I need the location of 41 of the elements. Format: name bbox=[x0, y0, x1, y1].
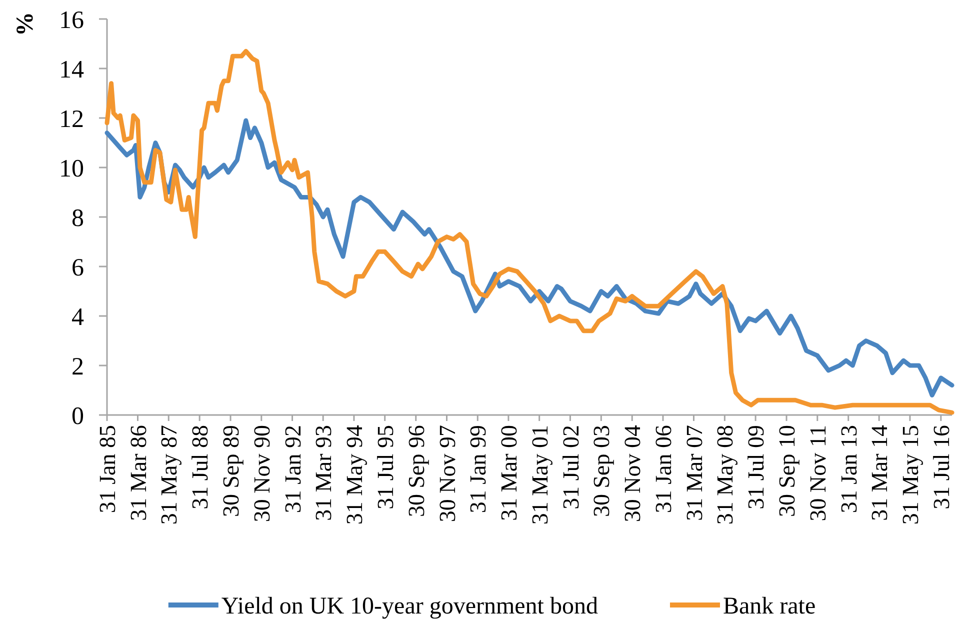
x-tick-label: 31 May 15 bbox=[898, 425, 924, 525]
y-tick-label: 16 bbox=[59, 6, 84, 34]
y-tick-label: 10 bbox=[59, 155, 84, 182]
x-tick-label: 31 Jul 88 bbox=[188, 425, 213, 510]
x-tick-label: 31 May 08 bbox=[712, 425, 738, 525]
legend-label: Bank rate bbox=[722, 593, 816, 620]
x-tick-label: 31 May 87 bbox=[156, 425, 182, 525]
x-tick-label: 30 Sep 10 bbox=[774, 425, 800, 517]
x-tick-label: 30 Nov 04 bbox=[620, 424, 646, 522]
y-axis-title: % bbox=[12, 12, 38, 36]
x-tick-label: 31 Mar 00 bbox=[496, 425, 522, 521]
y-tick-label: 8 bbox=[72, 204, 84, 232]
x-tick-label: 31 Mar 14 bbox=[867, 424, 892, 521]
y-tick-label: 6 bbox=[72, 254, 84, 282]
x-tick-label: 31 Jul 16 bbox=[928, 425, 954, 510]
x-tick-label: 30 Sep 96 bbox=[404, 425, 429, 517]
x-tick-label: 31 Jan 92 bbox=[280, 425, 306, 514]
y-tick-label: 4 bbox=[72, 304, 84, 331]
x-tick-label: 30 Nov 11 bbox=[805, 425, 830, 522]
x-tick-label: 31 Mar 93 bbox=[311, 425, 336, 521]
x-tick-label: 31 Jan 13 bbox=[836, 425, 862, 514]
x-tick-label: 31 Jul 09 bbox=[744, 425, 769, 510]
x-tick-label: 31 Jul 02 bbox=[558, 425, 584, 510]
y-tick-label: 2 bbox=[72, 353, 84, 380]
x-tick-label: 30 Sep 89 bbox=[218, 425, 244, 517]
x-tick-label: 31 May 94 bbox=[342, 424, 368, 525]
x-tick-label: 30 Nov 90 bbox=[249, 425, 274, 522]
x-tick-label: 30 Nov 97 bbox=[434, 425, 460, 522]
line-series bbox=[104, 118, 954, 398]
x-tick-label: 30 Sep 03 bbox=[589, 425, 614, 517]
x-tick-label: 31 Jan 85 bbox=[95, 425, 120, 514]
y-tick-label: 12 bbox=[59, 106, 84, 133]
x-tick-label: 31 Jan 06 bbox=[651, 425, 676, 514]
y-tick-label: 0 bbox=[72, 402, 84, 430]
x-tick-label: 31 Mar 07 bbox=[682, 425, 707, 521]
x-tick-label: 31 Mar 86 bbox=[126, 425, 151, 521]
x-tick-label: 31 Jan 99 bbox=[466, 425, 491, 514]
x-tick-label: 31 May 01 bbox=[527, 425, 552, 525]
y-tick-label: 14 bbox=[59, 56, 84, 84]
legend-label: Yield on UK 10-year government bond bbox=[221, 593, 598, 620]
x-tick-label: 31 Jul 95 bbox=[372, 425, 398, 510]
